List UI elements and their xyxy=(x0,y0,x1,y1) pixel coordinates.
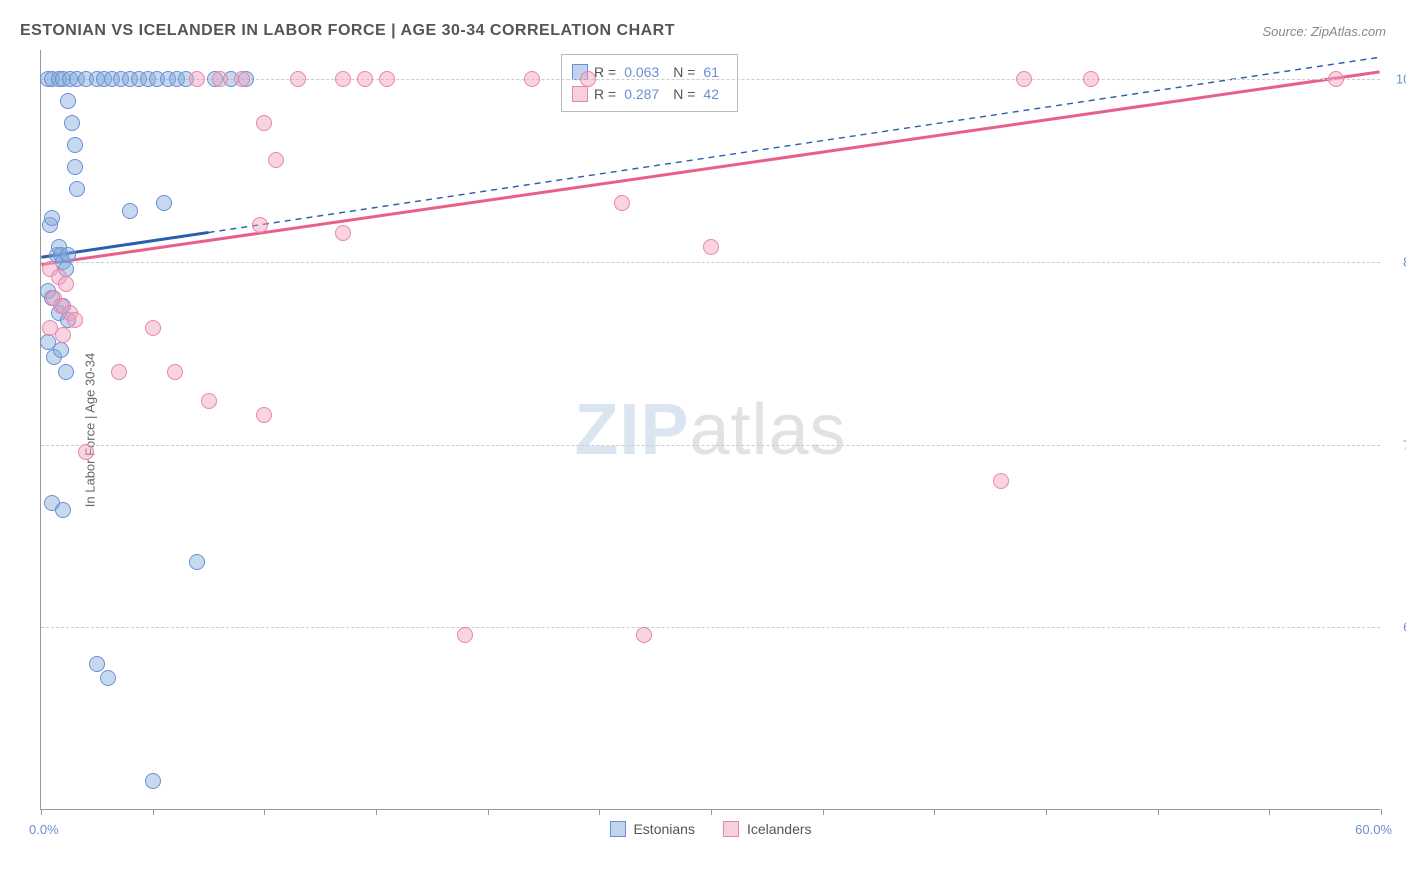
source-attribution: Source: ZipAtlas.com xyxy=(1262,24,1386,39)
data-point xyxy=(167,364,183,380)
x-tick xyxy=(599,809,600,815)
data-point xyxy=(636,627,652,643)
data-point xyxy=(268,152,284,168)
series-legend: Estonians Icelanders xyxy=(609,821,811,837)
data-point xyxy=(212,71,228,87)
data-point xyxy=(69,181,85,197)
x-tick xyxy=(1381,809,1382,815)
x-tick xyxy=(41,809,42,815)
n-value: 42 xyxy=(703,83,719,105)
legend-label: Icelanders xyxy=(747,821,812,837)
chart-header: ESTONIAN VS ICELANDER IN LABOR FORCE | A… xyxy=(20,22,1386,40)
data-point xyxy=(122,203,138,219)
data-point xyxy=(1328,71,1344,87)
n-label: N = xyxy=(673,83,695,105)
x-tick xyxy=(488,809,489,815)
y-axis-title: In Labor Force | Age 30-34 xyxy=(83,352,98,506)
data-point xyxy=(1016,71,1032,87)
x-tick xyxy=(264,809,265,815)
data-point xyxy=(156,195,172,211)
gridline xyxy=(41,627,1380,628)
gridline xyxy=(41,262,1380,263)
legend-swatch-pink xyxy=(723,821,739,837)
data-point xyxy=(55,327,71,343)
data-point xyxy=(60,93,76,109)
data-point xyxy=(58,276,74,292)
data-point xyxy=(335,225,351,241)
stats-legend-row: R = 0.287 N = 42 xyxy=(572,83,727,105)
data-point xyxy=(111,364,127,380)
x-axis-max-label: 60.0% xyxy=(1355,822,1392,837)
legend-swatch-pink xyxy=(572,86,588,102)
x-axis-min-label: 0.0% xyxy=(29,822,59,837)
data-point xyxy=(256,407,272,423)
watermark: ZIPatlas xyxy=(574,389,846,471)
data-point xyxy=(357,71,373,87)
r-value: 0.287 xyxy=(624,83,659,105)
x-tick xyxy=(823,809,824,815)
data-point xyxy=(1083,71,1099,87)
legend-label: Estonians xyxy=(633,821,694,837)
data-point xyxy=(256,115,272,131)
data-point xyxy=(100,670,116,686)
data-point xyxy=(189,71,205,87)
data-point xyxy=(703,239,719,255)
data-point xyxy=(53,342,69,358)
legend-item-icelanders: Icelanders xyxy=(723,821,812,837)
data-point xyxy=(580,71,596,87)
data-point xyxy=(290,71,306,87)
data-point xyxy=(89,656,105,672)
x-tick xyxy=(934,809,935,815)
y-tick-label: 75.0% xyxy=(1385,437,1406,452)
data-point xyxy=(67,137,83,153)
data-point xyxy=(67,159,83,175)
data-point xyxy=(234,71,250,87)
data-point xyxy=(379,71,395,87)
r-label: R = xyxy=(594,83,616,105)
data-point xyxy=(60,247,76,263)
data-point xyxy=(55,502,71,518)
x-tick xyxy=(1046,809,1047,815)
data-point xyxy=(145,320,161,336)
x-tick xyxy=(376,809,377,815)
y-tick-label: 62.5% xyxy=(1385,620,1406,635)
data-point xyxy=(993,473,1009,489)
data-point xyxy=(252,217,268,233)
x-tick xyxy=(153,809,154,815)
data-point xyxy=(189,554,205,570)
data-point xyxy=(614,195,630,211)
data-point xyxy=(67,312,83,328)
x-tick xyxy=(711,809,712,815)
data-point xyxy=(44,210,60,226)
data-point xyxy=(64,115,80,131)
chart-title: ESTONIAN VS ICELANDER IN LABOR FORCE | A… xyxy=(20,22,675,40)
scatter-chart: In Labor Force | Age 30-34 ZIPatlas R = … xyxy=(40,50,1380,810)
data-point xyxy=(145,773,161,789)
data-point xyxy=(457,627,473,643)
trendlines-layer xyxy=(41,50,1380,809)
y-tick-label: 100.0% xyxy=(1385,72,1406,87)
data-point xyxy=(524,71,540,87)
data-point xyxy=(78,444,94,460)
y-tick-label: 87.5% xyxy=(1385,254,1406,269)
data-point xyxy=(201,393,217,409)
gridline xyxy=(41,445,1380,446)
x-tick xyxy=(1269,809,1270,815)
data-point xyxy=(58,364,74,380)
data-point xyxy=(335,71,351,87)
legend-swatch-blue xyxy=(609,821,625,837)
legend-item-estonians: Estonians xyxy=(609,821,694,837)
x-tick xyxy=(1158,809,1159,815)
